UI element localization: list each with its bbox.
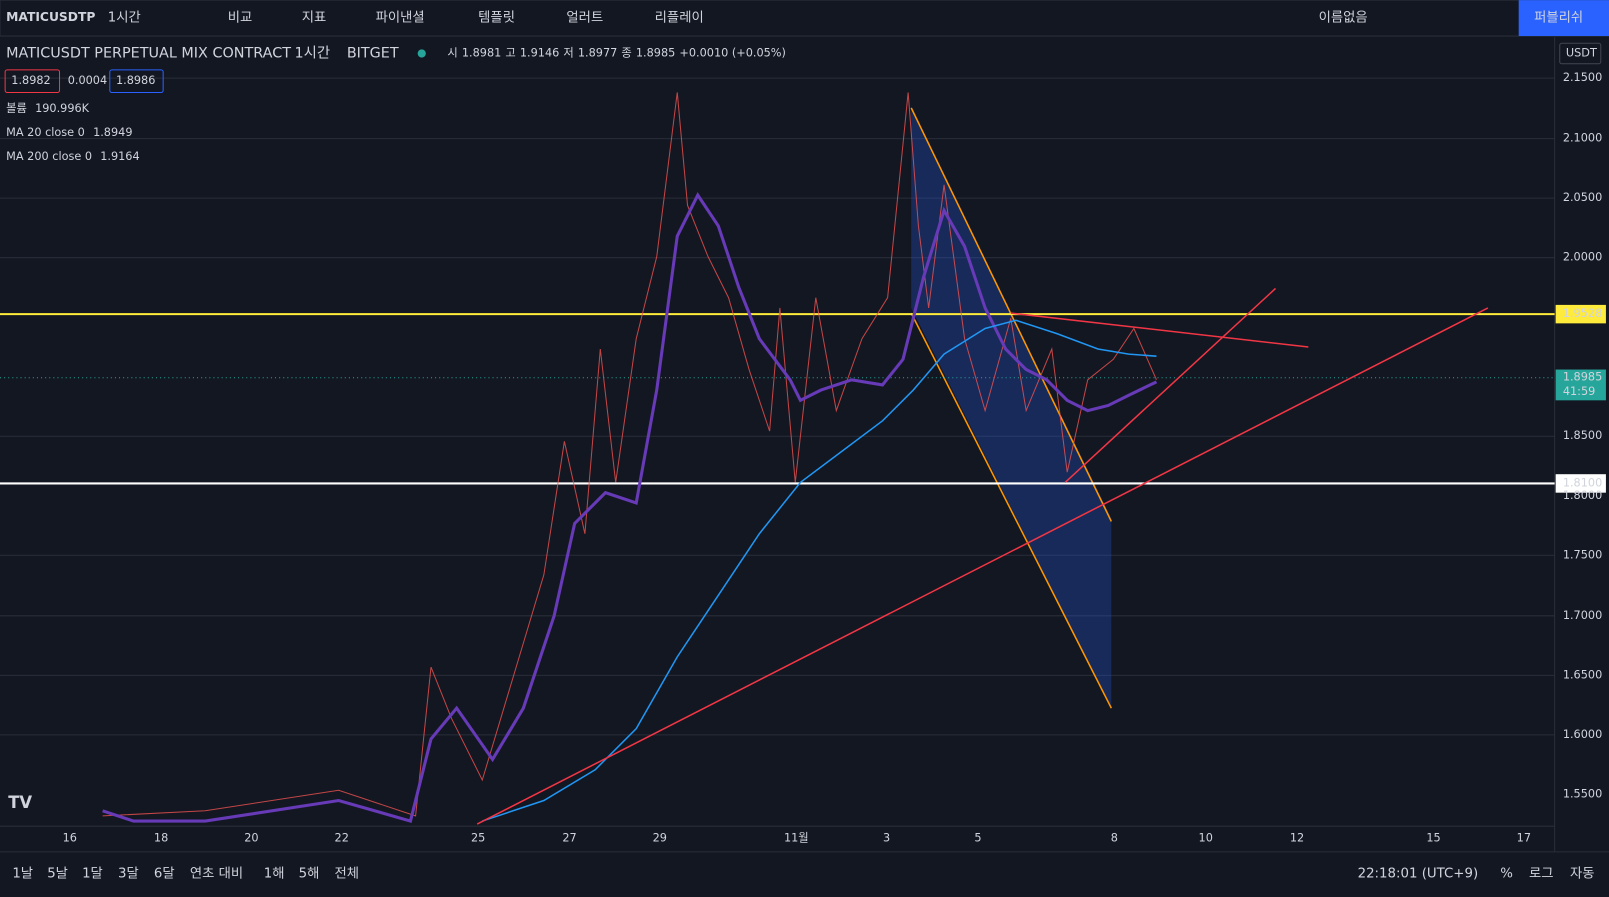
price-tick-label: 2.0000 bbox=[1563, 251, 1602, 264]
clock: 22:18:01 (UTC+9) bbox=[1358, 866, 1479, 881]
toolbar-item[interactable]: 얼러트 bbox=[566, 10, 603, 26]
time-tick-label: 25 bbox=[471, 831, 485, 844]
toolbar-item[interactable]: 지표 bbox=[302, 10, 327, 26]
time-tick-label: 20 bbox=[244, 831, 258, 844]
range-button[interactable]: 1달 bbox=[82, 865, 103, 881]
indicator-name: MA 20 close 0 bbox=[6, 126, 85, 139]
toolbar-item[interactable]: 비교 bbox=[228, 10, 253, 26]
resistance-label-box bbox=[1555, 304, 1606, 324]
price-tick-label: 1.6000 bbox=[1563, 728, 1602, 741]
price-tick-label: 1.6500 bbox=[1563, 668, 1602, 681]
range-button[interactable]: 연초 대비 bbox=[190, 865, 243, 881]
axis-option[interactable]: % bbox=[1500, 866, 1513, 881]
resistance-label: 1.9528 bbox=[1563, 307, 1602, 320]
currency: USDT bbox=[1566, 46, 1597, 59]
price-tick-label: 1.7500 bbox=[1563, 548, 1602, 561]
range-button[interactable]: 6달 bbox=[154, 865, 175, 881]
bid-box bbox=[4, 69, 61, 93]
axis-option[interactable]: 자동 bbox=[1570, 865, 1595, 881]
publish[interactable]: 퍼블리쉬 bbox=[1534, 10, 1583, 26]
ohlc: 고 bbox=[505, 46, 515, 59]
ma20-line bbox=[102, 192, 1158, 823]
trend-line bbox=[476, 307, 1489, 825]
interval[interactable]: 1시간 bbox=[108, 10, 141, 26]
toolbar-item[interactable]: 리플레이 bbox=[655, 10, 704, 26]
ohlc: 저 bbox=[563, 46, 573, 59]
ohlc: 1.8981 bbox=[462, 46, 501, 59]
toolbar-item[interactable]: 파이낸셜 bbox=[376, 10, 425, 26]
trend-line bbox=[1010, 312, 1309, 348]
symbol[interactable]: MATICUSDTP bbox=[6, 10, 95, 24]
spread: 0.0004 bbox=[68, 74, 107, 87]
range-button[interactable]: 3달 bbox=[118, 865, 139, 881]
ask-box bbox=[109, 69, 164, 93]
time-tick-label: 10 bbox=[1199, 831, 1213, 844]
price-tick-label: 2.0500 bbox=[1563, 191, 1602, 204]
support-label-box bbox=[1555, 474, 1606, 493]
ma200-line bbox=[482, 319, 1157, 822]
price-tick-label: 2.1500 bbox=[1563, 71, 1602, 84]
range-button[interactable]: 전체 bbox=[335, 865, 360, 881]
toolbar-item[interactable]: 템플릿 bbox=[478, 10, 515, 26]
legend-exchange: BITGET bbox=[347, 45, 399, 61]
toolbar bbox=[0, 0, 1609, 37]
ohlc: 종 bbox=[621, 46, 631, 59]
time-tick-label: 12 bbox=[1290, 831, 1304, 844]
range-button[interactable]: 1날 bbox=[12, 865, 33, 881]
range-button[interactable]: 5날 bbox=[47, 865, 68, 881]
ohlc: 시 bbox=[447, 46, 457, 59]
legend-interval: 1시간 bbox=[295, 44, 331, 61]
indicator-name: MA 200 close 0 bbox=[6, 150, 92, 163]
axis-option[interactable]: 로그 bbox=[1529, 866, 1554, 881]
trend-line bbox=[1064, 287, 1277, 483]
price-tick-label: 1.7000 bbox=[1563, 609, 1602, 622]
ohlc: 1.8977 bbox=[578, 46, 617, 59]
price-tick-label: 1.8500 bbox=[1563, 429, 1602, 442]
time-tick-label: 5 bbox=[974, 831, 981, 844]
indicator-value: 190.996K bbox=[35, 102, 90, 115]
status-dot bbox=[417, 49, 426, 58]
price-tick-label: 1.5500 bbox=[1563, 787, 1602, 800]
time-tick-label: 3 bbox=[883, 831, 890, 844]
indicator-value: 1.8949 bbox=[93, 126, 132, 139]
time-tick-label: 17 bbox=[1517, 831, 1531, 844]
ohlc: +0.0010 (+0.05%) bbox=[679, 46, 785, 59]
time-tick-label: 22 bbox=[335, 831, 349, 844]
channel-line bbox=[910, 312, 1113, 709]
countdown-label: 41:59 bbox=[1563, 385, 1595, 398]
bid: 1.8982 bbox=[11, 74, 50, 87]
indicator-name: 볼륨 bbox=[6, 102, 27, 115]
time-tick-label: 11월 bbox=[784, 831, 809, 844]
indicator-value: 1.9164 bbox=[100, 150, 139, 163]
time-tick-label: 27 bbox=[562, 831, 576, 844]
publish-button[interactable] bbox=[1518, 0, 1609, 37]
time-tick-label: 29 bbox=[653, 831, 667, 844]
price-tick-label: 1.8000 bbox=[1563, 489, 1602, 502]
currency-box bbox=[1559, 42, 1602, 65]
ohlc: 1.9146 bbox=[520, 46, 559, 59]
range-button[interactable]: 5해 bbox=[299, 865, 320, 881]
ask: 1.8986 bbox=[116, 74, 155, 87]
time-tick-label: 16 bbox=[63, 831, 77, 844]
support-label: 1.8100 bbox=[1563, 476, 1602, 489]
time-tick-label: 15 bbox=[1426, 831, 1440, 844]
time-tick-label: 18 bbox=[154, 831, 168, 844]
range-button[interactable]: 1해 bbox=[264, 865, 285, 881]
price-path bbox=[102, 92, 1157, 817]
channel-fill bbox=[911, 107, 1112, 709]
ohlc: 1.8985 bbox=[636, 46, 675, 59]
last-price-label: 1.8985 bbox=[1563, 371, 1602, 384]
layout-name[interactable]: 이름없음 bbox=[1319, 10, 1368, 26]
time-tick-label: 8 bbox=[1111, 831, 1118, 844]
logo: TV bbox=[8, 793, 32, 812]
chart-grid bbox=[0, 77, 1555, 736]
last-price-box bbox=[1555, 369, 1606, 401]
price-tick-label: 2.1000 bbox=[1563, 132, 1602, 145]
legend-title: MATICUSDT PERPETUAL MIX CONTRACT bbox=[6, 45, 291, 61]
